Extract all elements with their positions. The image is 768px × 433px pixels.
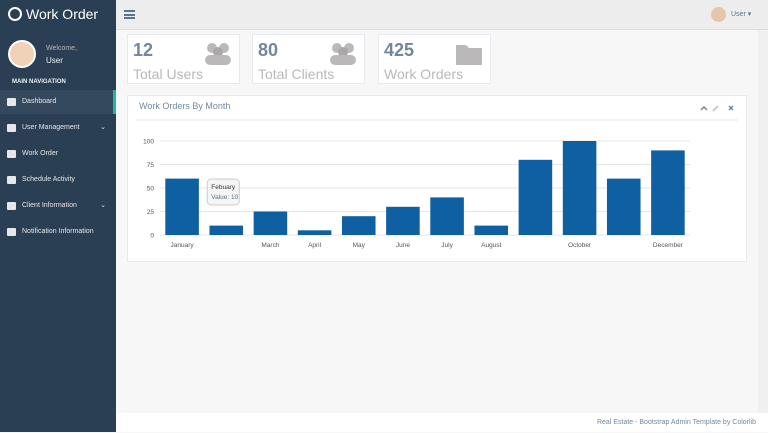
top-bar: User ▾ bbox=[116, 0, 768, 30]
x-tick-label: May bbox=[353, 242, 366, 249]
chevron: ⌄ bbox=[100, 202, 106, 209]
y-tick-label: 100 bbox=[143, 139, 154, 146]
stat-value: 12 bbox=[133, 40, 154, 60]
close-icon[interactable] bbox=[728, 105, 734, 111]
profile-avatar bbox=[8, 40, 36, 68]
y-tick-label: 50 bbox=[147, 186, 155, 193]
nav-icon bbox=[7, 176, 16, 184]
x-tick-label: July bbox=[441, 242, 453, 249]
y-tick-label: 0 bbox=[150, 233, 154, 240]
stat-box: 12 Total Users bbox=[127, 34, 240, 84]
chart: Work Orders By Month 0 25 50 75 100 January Ma… bbox=[136, 101, 738, 249]
nav-item[interactable]: Schedule Activity bbox=[0, 168, 116, 192]
bar bbox=[430, 197, 464, 235]
user-menu[interactable]: User ▾ bbox=[731, 11, 752, 18]
y-tick-label: 25 bbox=[147, 209, 155, 216]
bar bbox=[474, 225, 509, 235]
x-tick-label: April bbox=[308, 242, 322, 249]
nav-label[interactable]: Work Order bbox=[22, 150, 59, 157]
nav-heading: MAIN NAVIGATION bbox=[12, 79, 66, 85]
nav-item[interactable]: Client Information ⌄ bbox=[0, 194, 116, 218]
x-tick-label: June bbox=[396, 242, 410, 249]
settings-icon[interactable] bbox=[712, 105, 719, 112]
bar bbox=[386, 206, 420, 235]
chevron: ⌄ bbox=[100, 124, 106, 131]
nav-item[interactable]: User Management ⌄ bbox=[0, 116, 116, 140]
app-title[interactable]: Work Order bbox=[26, 6, 99, 22]
user-name[interactable]: User bbox=[731, 11, 746, 18]
nav-icon bbox=[7, 228, 16, 236]
stat-box: 80 Total Clients bbox=[252, 34, 365, 84]
stat-label: Total Clients bbox=[258, 66, 335, 82]
user-avatar[interactable] bbox=[711, 7, 726, 22]
bar bbox=[209, 225, 244, 235]
nav-label[interactable]: Dashboard bbox=[22, 98, 57, 105]
x-tick-label: January bbox=[171, 242, 195, 249]
bar bbox=[165, 178, 199, 235]
nav-label[interactable]: Notification Information bbox=[22, 228, 94, 235]
nav-item[interactable]: Notification Information bbox=[0, 220, 116, 244]
footer: Real Estate - Bootstrap Admin Template b… bbox=[116, 413, 768, 432]
stat-value: 425 bbox=[384, 40, 415, 60]
chart-panel: Work Orders By Month 0 25 50 75 100 January Ma… bbox=[127, 95, 747, 262]
bar bbox=[341, 216, 376, 235]
tooltip-value: Value: 10 bbox=[211, 194, 238, 201]
nav-icon bbox=[7, 202, 16, 210]
collapse-icon[interactable] bbox=[700, 105, 708, 111]
stat-value: 80 bbox=[258, 40, 279, 60]
stat-icon bbox=[328, 41, 358, 67]
y-tick-label: 75 bbox=[147, 162, 155, 169]
x-tick-label: August bbox=[481, 242, 501, 249]
bar bbox=[562, 141, 597, 235]
nav-item[interactable]: Work Order bbox=[0, 142, 116, 166]
brand[interactable]: Work Order bbox=[8, 6, 98, 22]
stat-icon bbox=[203, 41, 233, 67]
tooltip-box bbox=[206, 178, 240, 206]
bar bbox=[606, 178, 641, 235]
x-tick-label: December bbox=[653, 242, 684, 249]
scrollbar bbox=[758, 30, 768, 413]
bar bbox=[253, 211, 288, 235]
x-tick-label: October bbox=[568, 242, 592, 249]
bar bbox=[297, 230, 332, 235]
welcome-text: Welcome, bbox=[46, 45, 77, 52]
bar bbox=[518, 159, 553, 235]
nav-icon bbox=[7, 98, 16, 106]
stat-box: 425 Work Orders bbox=[378, 34, 491, 84]
sidebar: Work Order Welcome, User MAIN NAVIGATION… bbox=[0, 0, 116, 432]
nav-label[interactable]: User Management bbox=[22, 124, 80, 131]
nav-icon bbox=[7, 150, 16, 158]
nav-label[interactable]: Client Information bbox=[22, 202, 77, 209]
stat-label: Total Users bbox=[133, 66, 204, 82]
x-tick-label: March bbox=[261, 242, 279, 249]
profile-name: User bbox=[46, 56, 63, 65]
nav-label[interactable]: Schedule Activity bbox=[22, 176, 75, 183]
nav-icon bbox=[7, 124, 16, 132]
chart-title: Work Orders By Month bbox=[139, 101, 230, 111]
footer-text: Real Estate - Bootstrap Admin Template b… bbox=[596, 419, 756, 426]
menu-toggle[interactable] bbox=[124, 10, 135, 19]
bar bbox=[651, 150, 685, 235]
tooltip-title: Febuary bbox=[211, 184, 236, 191]
nav-item[interactable]: Dashboard bbox=[0, 90, 116, 114]
stat-icon bbox=[454, 41, 484, 67]
stat-label: Work Orders bbox=[384, 66, 464, 82]
